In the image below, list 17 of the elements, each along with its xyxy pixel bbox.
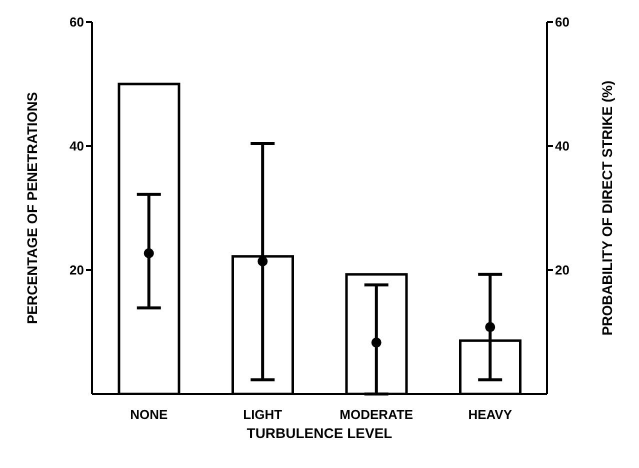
point (371, 338, 382, 348)
x-tick-label: NONE (130, 407, 168, 422)
y-axis-title: PERCENTAGE OF PENETRATIONS (24, 92, 40, 324)
y2-tick-label: 40 (555, 138, 570, 154)
y2-axis-title: PROBABILITY OF DIRECT STRIKE (%) (598, 80, 615, 336)
point (485, 322, 496, 332)
x-axis-title: TURBULENCE LEVEL (246, 425, 393, 441)
x-tick-label: MODERATE (340, 407, 414, 422)
y2-tick-label: 20 (555, 262, 570, 278)
x-tick-label: LIGHT (243, 407, 282, 422)
y-tick-label: 40 (70, 138, 84, 154)
y-tick-label: 20 (70, 262, 84, 278)
point (144, 248, 154, 258)
x-tick-label: HEAVY (468, 407, 512, 422)
y2-tick-label: 60 (555, 14, 570, 30)
point (258, 256, 268, 266)
y-tick-label: 60 (70, 14, 84, 30)
